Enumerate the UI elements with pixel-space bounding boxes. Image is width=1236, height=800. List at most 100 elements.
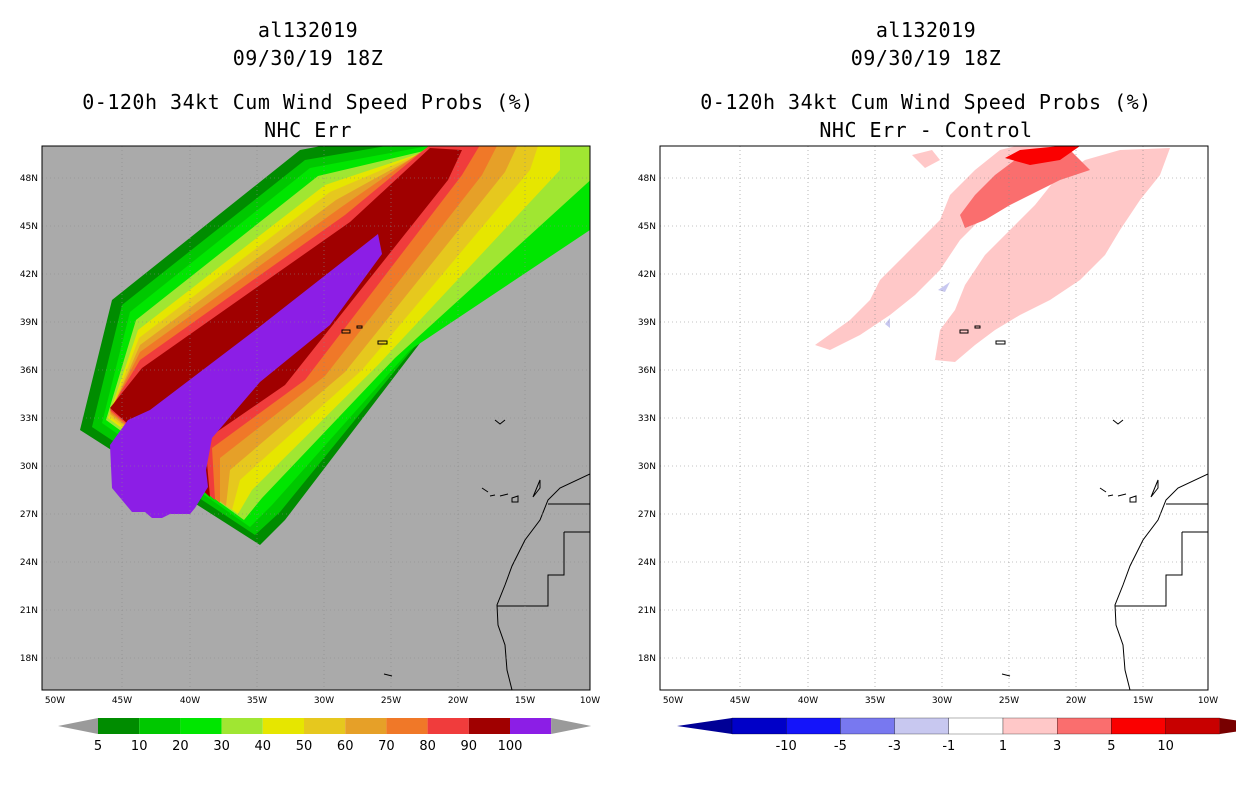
lon-label: 45W [112, 696, 132, 706]
colorbar-arrow-low [677, 718, 732, 734]
colorbar-swatch [180, 718, 222, 734]
colorbar-swatch [1165, 717, 1220, 735]
right-gridlines [660, 146, 1208, 690]
colorbar-label: 10 [131, 739, 148, 754]
lon-label: 35W [247, 696, 267, 706]
lon-label: 15W [515, 696, 535, 706]
left-map [41, 145, 591, 691]
colorbar-swatch [894, 717, 949, 735]
colorbar-arrow-high [551, 718, 592, 734]
left-subtitle: NHC Err [264, 118, 352, 142]
colorbar-swatch [840, 717, 895, 735]
right-map-frame [659, 145, 1209, 691]
colorbar-label: 20 [172, 739, 189, 754]
lat-label: 48N [20, 174, 38, 184]
lat-label: 36N [638, 366, 656, 376]
lon-label: 25W [381, 696, 401, 706]
colorbar-label: 1 [999, 739, 1007, 754]
lat-label: 36N [20, 366, 38, 376]
colorbar-label: 80 [419, 739, 436, 754]
lat-label: 45N [20, 222, 38, 232]
colorbar-swatch [468, 718, 510, 734]
right-storm-id: al132019 [875, 18, 977, 42]
lon-label: 10W [1198, 696, 1218, 706]
colorbar-swatch [221, 718, 263, 734]
coastline [959, 325, 1208, 690]
colorbar-swatch [1057, 717, 1112, 735]
colorbar-label: 70 [378, 739, 395, 754]
lon-label: 20W [448, 696, 468, 706]
left-storm-id: al132019 [257, 18, 359, 42]
left-gridlines [42, 146, 590, 690]
lat-label: 21N [20, 606, 38, 616]
lon-label: 15W [1133, 696, 1153, 706]
colorbar-swatch [786, 717, 841, 735]
lon-label: 40W [180, 696, 200, 706]
lat-label: 45N [638, 222, 656, 232]
colorbar-label: 50 [296, 739, 313, 754]
axis-labels: 48N 45N 42N 39N 36N 33N 30N 27N 24N 21N 18N 50W 45W 4… [20, 174, 1218, 706]
colorbar-label: 10 [1157, 739, 1174, 754]
lat-label: 42N [20, 270, 38, 280]
colorbar-label: -10 [776, 739, 797, 754]
colorbar-label: 3 [1053, 739, 1061, 754]
left-map-frame [41, 145, 591, 691]
lat-label: 18N [638, 654, 656, 664]
lon-label: 50W [45, 696, 65, 706]
lon-label: 10W [580, 696, 600, 706]
colorbar-label: 60 [337, 739, 354, 754]
colorbar-label: 5 [1107, 739, 1115, 754]
left-title: 0-120h 34kt Cum Wind Speed Probs (%) [82, 90, 534, 114]
colorbar-swatch [1111, 717, 1166, 735]
colorbar-swatch [98, 718, 140, 734]
lon-label: 45W [730, 696, 750, 706]
left-colorbar: 5 10 20 30 40 50 60 70 80 90 100 [58, 718, 592, 754]
colorbar-swatch [731, 717, 787, 735]
lat-label: 27N [638, 510, 656, 520]
lat-label: 24N [20, 558, 38, 568]
lon-label: 35W [865, 696, 885, 706]
lon-label: 30W [932, 696, 952, 706]
colorbar-swatch [510, 718, 552, 734]
colorbar-swatch [948, 717, 1004, 735]
lon-label: 25W [999, 696, 1019, 706]
lat-label: 42N [638, 270, 656, 280]
colorbar-label: 90 [461, 739, 478, 754]
right-title: 0-120h 34kt Cum Wind Speed Probs (%) [700, 90, 1152, 114]
right-colorbar: -10 -5 -3 -1 1 3 5 10 [677, 717, 1236, 754]
lon-label: 40W [798, 696, 818, 706]
colorbar-swatch [345, 718, 387, 734]
lat-label: 24N [638, 558, 656, 568]
lon-label: 30W [314, 696, 334, 706]
colorbar-swatch [262, 718, 304, 734]
colorbar-arrow-high [1219, 718, 1236, 734]
lat-label: 27N [20, 510, 38, 520]
coastline [341, 325, 590, 690]
colorbar-swatch [427, 718, 469, 734]
lon-label: 50W [663, 696, 683, 706]
right-subtitle: NHC Err - Control [819, 118, 1033, 142]
lat-label: 39N [638, 318, 656, 328]
right-datetime: 09/30/19 18Z [850, 46, 1002, 70]
colorbar-swatch [304, 718, 346, 734]
lat-label: 30N [638, 462, 656, 472]
colorbar-arrow-low [58, 718, 98, 734]
colorbar-label: 40 [255, 739, 272, 754]
lat-label: 48N [638, 174, 656, 184]
left-datetime: 09/30/19 18Z [232, 46, 384, 70]
colorbar-label: 5 [94, 739, 102, 754]
colorbar-label: -5 [834, 739, 847, 754]
lon-label: 20W [1066, 696, 1086, 706]
colorbar-label: -3 [888, 739, 901, 754]
lat-label: 33N [638, 414, 656, 424]
colorbar-label: 100 [498, 739, 523, 754]
colorbar-swatch [139, 718, 181, 734]
right-map [659, 145, 1209, 691]
lat-label: 39N [20, 318, 38, 328]
lat-label: 30N [20, 462, 38, 472]
colorbar-label: -1 [942, 739, 955, 754]
colorbar-swatch [1002, 717, 1058, 735]
lat-label: 18N [20, 654, 38, 664]
colorbar-label: 30 [213, 739, 230, 754]
